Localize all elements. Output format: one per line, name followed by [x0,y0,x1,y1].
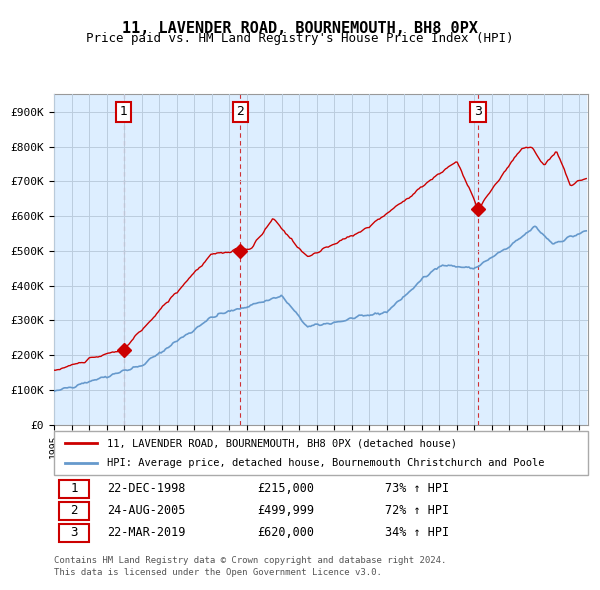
Text: 3: 3 [70,526,78,539]
Text: 22-DEC-1998: 22-DEC-1998 [107,482,186,495]
FancyBboxPatch shape [59,502,89,520]
Text: 72% ↑ HPI: 72% ↑ HPI [385,504,449,517]
Text: 11, LAVENDER ROAD, BOURNEMOUTH, BH8 0PX (detached house): 11, LAVENDER ROAD, BOURNEMOUTH, BH8 0PX … [107,438,457,448]
Text: £499,999: £499,999 [257,504,314,517]
Text: Contains HM Land Registry data © Crown copyright and database right 2024.: Contains HM Land Registry data © Crown c… [54,556,446,565]
Text: £215,000: £215,000 [257,482,314,495]
Text: £620,000: £620,000 [257,526,314,539]
Text: 11, LAVENDER ROAD, BOURNEMOUTH, BH8 0PX: 11, LAVENDER ROAD, BOURNEMOUTH, BH8 0PX [122,21,478,35]
Text: 2: 2 [236,105,244,118]
Text: 1: 1 [119,105,127,118]
Text: HPI: Average price, detached house, Bournemouth Christchurch and Poole: HPI: Average price, detached house, Bour… [107,458,545,467]
Text: 22-MAR-2019: 22-MAR-2019 [107,526,186,539]
Text: 34% ↑ HPI: 34% ↑ HPI [385,526,449,539]
Text: 2: 2 [70,504,78,517]
Text: This data is licensed under the Open Government Licence v3.0.: This data is licensed under the Open Gov… [54,568,382,577]
Text: 3: 3 [474,105,482,118]
FancyBboxPatch shape [59,524,89,542]
Text: 73% ↑ HPI: 73% ↑ HPI [385,482,449,495]
Text: 1: 1 [70,482,78,495]
FancyBboxPatch shape [54,431,588,475]
Text: Price paid vs. HM Land Registry's House Price Index (HPI): Price paid vs. HM Land Registry's House … [86,32,514,45]
Text: 24-AUG-2005: 24-AUG-2005 [107,504,186,517]
FancyBboxPatch shape [59,480,89,498]
